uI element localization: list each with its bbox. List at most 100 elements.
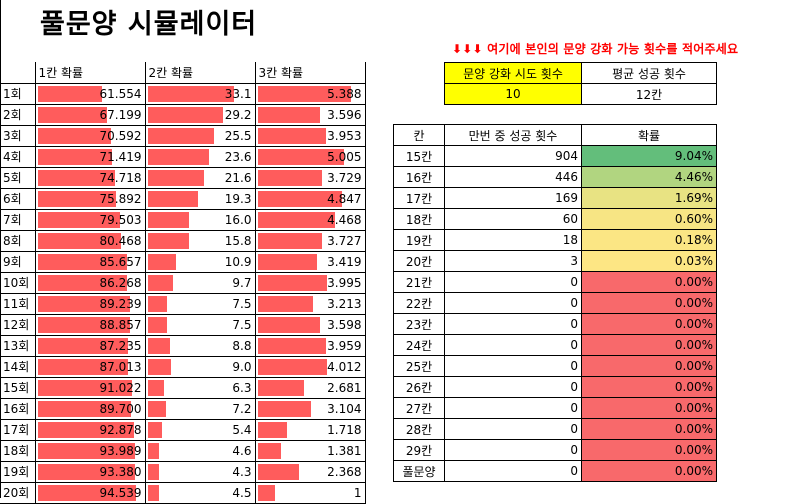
prob-cell-2kan[interactable]: 5.4 (145, 419, 256, 441)
success-probability[interactable]: 0.00% (581, 271, 717, 293)
header-1kan[interactable]: 1칸 확률 (35, 62, 146, 84)
success-probability[interactable]: 0.00% (581, 313, 717, 335)
row-label[interactable]: 6회 (0, 188, 36, 210)
header-2kan[interactable]: 2칸 확률 (145, 62, 256, 84)
prob-cell-3kan[interactable]: 3.729 (255, 167, 366, 189)
prob-cell-2kan[interactable]: 29.2 (145, 104, 256, 126)
success-probability[interactable]: 4.46% (581, 166, 717, 188)
prob-cell-2kan[interactable]: 33.1 (145, 83, 256, 105)
prob-cell-1kan[interactable]: 92.878 (35, 419, 146, 441)
row-label[interactable]: 4회 (0, 146, 36, 168)
prob-cell-2kan[interactable]: 9.0 (145, 356, 256, 378)
row-label[interactable]: 15회 (0, 377, 36, 399)
kan-label[interactable]: 25칸 (393, 355, 445, 377)
success-probability[interactable]: 0.00% (581, 292, 717, 314)
row-label[interactable]: 13회 (0, 335, 36, 357)
success-count[interactable]: 18 (444, 229, 582, 251)
success-probability[interactable]: 0.00% (581, 460, 717, 482)
success-probability[interactable]: 1.69% (581, 187, 717, 209)
prob-cell-3kan[interactable]: 3.596 (255, 104, 366, 126)
kan-label[interactable]: 18칸 (393, 208, 445, 230)
success-count[interactable]: 0 (444, 418, 582, 440)
kan-label[interactable]: 풀문양 (393, 460, 445, 482)
prob-cell-3kan[interactable]: 3.419 (255, 251, 366, 273)
success-probability[interactable]: 0.00% (581, 418, 717, 440)
success-count[interactable]: 446 (444, 166, 582, 188)
prob-cell-2kan[interactable]: 15.8 (145, 230, 256, 252)
success-count[interactable]: 0 (444, 334, 582, 356)
prob-cell-3kan[interactable]: 1 (255, 482, 366, 504)
prob-cell-3kan[interactable]: 4.012 (255, 356, 366, 378)
prob-cell-1kan[interactable]: 93.380 (35, 461, 146, 483)
success-probability[interactable]: 0.00% (581, 376, 717, 398)
prob-cell-2kan[interactable]: 6.3 (145, 377, 256, 399)
attempts-input-cell[interactable]: 10 (444, 83, 582, 105)
success-count[interactable]: 3 (444, 250, 582, 272)
prob-cell-3kan[interactable]: 5.388 (255, 83, 366, 105)
row-label[interactable]: 20회 (0, 482, 36, 504)
prob-cell-1kan[interactable]: 89.700 (35, 398, 146, 420)
count-header[interactable]: 만번 중 성공 횟수 (444, 124, 582, 146)
attempts-header[interactable]: 문양 강화 시도 횟수 (444, 62, 582, 84)
success-count[interactable]: 0 (444, 460, 582, 482)
row-label[interactable]: 7회 (0, 209, 36, 231)
prob-cell-1kan[interactable]: 74.718 (35, 167, 146, 189)
prob-cell-2kan[interactable]: 19.3 (145, 188, 256, 210)
kan-label[interactable]: 27칸 (393, 397, 445, 419)
row-label[interactable]: 5회 (0, 167, 36, 189)
row-label[interactable]: 1회 (0, 83, 36, 105)
success-count[interactable]: 0 (444, 313, 582, 335)
kan-label[interactable]: 17칸 (393, 187, 445, 209)
kan-label[interactable]: 26칸 (393, 376, 445, 398)
prob-cell-2kan[interactable]: 25.5 (145, 125, 256, 147)
prob-cell-1kan[interactable]: 93.989 (35, 440, 146, 462)
prob-cell-1kan[interactable]: 87.013 (35, 356, 146, 378)
prob-cell-2kan[interactable]: 9.7 (145, 272, 256, 294)
row-label[interactable]: 8회 (0, 230, 36, 252)
prob-cell-1kan[interactable]: 88.857 (35, 314, 146, 336)
prob-cell-1kan[interactable]: 89.239 (35, 293, 146, 315)
kan-label[interactable]: 28칸 (393, 418, 445, 440)
prob-cell-2kan[interactable]: 23.6 (145, 146, 256, 168)
success-probability[interactable]: 0.00% (581, 439, 717, 461)
kan-label[interactable]: 16칸 (393, 166, 445, 188)
header-3kan[interactable]: 3칸 확률 (255, 62, 366, 84)
prob-cell-2kan[interactable]: 7.5 (145, 314, 256, 336)
kan-label[interactable]: 29칸 (393, 439, 445, 461)
prob-cell-1kan[interactable]: 91.022 (35, 377, 146, 399)
prob-cell-1kan[interactable]: 94.539 (35, 482, 146, 504)
prob-cell-3kan[interactable]: 3.104 (255, 398, 366, 420)
row-label[interactable]: 14회 (0, 356, 36, 378)
prob-cell-3kan[interactable]: 3.213 (255, 293, 366, 315)
prob-cell-1kan[interactable]: 71.419 (35, 146, 146, 168)
prob-cell-1kan[interactable]: 80.468 (35, 230, 146, 252)
prob-cell-2kan[interactable]: 8.8 (145, 335, 256, 357)
kan-label[interactable]: 15칸 (393, 145, 445, 167)
success-probability[interactable]: 0.03% (581, 250, 717, 272)
row-label[interactable]: 10회 (0, 272, 36, 294)
prob-cell-1kan[interactable]: 86.268 (35, 272, 146, 294)
prob-cell-3kan[interactable]: 2.681 (255, 377, 366, 399)
success-count[interactable]: 0 (444, 376, 582, 398)
prob-cell-3kan[interactable]: 2.368 (255, 461, 366, 483)
prob-cell-1kan[interactable]: 75.892 (35, 188, 146, 210)
prob-cell-3kan[interactable]: 3.959 (255, 335, 366, 357)
prob-cell-3kan[interactable]: 3.727 (255, 230, 366, 252)
prob-cell-1kan[interactable]: 61.554 (35, 83, 146, 105)
avg-success-value[interactable]: 12칸 (581, 83, 717, 105)
success-probability[interactable]: 9.04% (581, 145, 717, 167)
success-probability[interactable]: 0.00% (581, 355, 717, 377)
prob-header[interactable]: 확률 (581, 124, 717, 146)
prob-cell-2kan[interactable]: 21.6 (145, 167, 256, 189)
kan-label[interactable]: 21칸 (393, 271, 445, 293)
prob-cell-2kan[interactable]: 4.5 (145, 482, 256, 504)
prob-cell-3kan[interactable]: 4.468 (255, 209, 366, 231)
row-label[interactable]: 18회 (0, 440, 36, 462)
row-label[interactable]: 9회 (0, 251, 36, 273)
row-label[interactable]: 17회 (0, 419, 36, 441)
kan-label[interactable]: 20칸 (393, 250, 445, 272)
row-label[interactable]: 3회 (0, 125, 36, 147)
prob-cell-2kan[interactable]: 10.9 (145, 251, 256, 273)
prob-cell-1kan[interactable]: 70.592 (35, 125, 146, 147)
kan-label[interactable]: 22칸 (393, 292, 445, 314)
